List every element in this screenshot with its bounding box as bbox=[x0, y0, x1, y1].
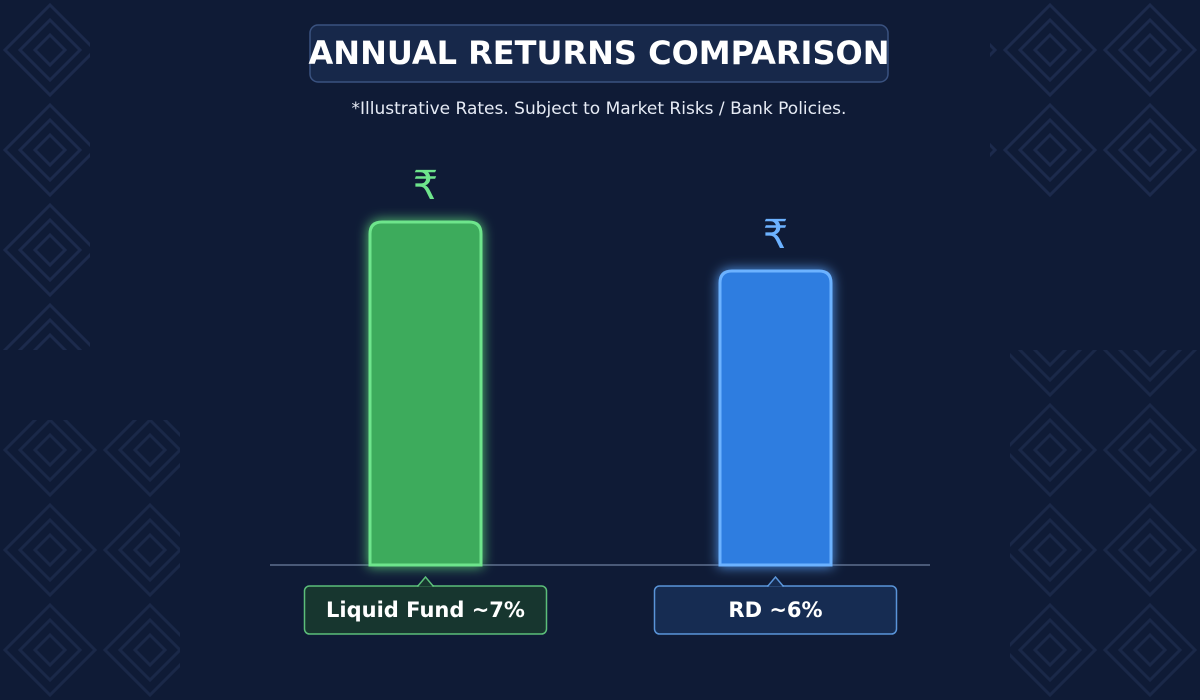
x-tick-label: Liquid Fund ~7% bbox=[326, 598, 525, 622]
decor bbox=[0, 0, 90, 350]
chart-title: ANNUAL RETURNS COMPARISON bbox=[309, 34, 890, 72]
bar-icon: ₹ bbox=[763, 212, 788, 258]
bar bbox=[368, 220, 483, 567]
bar bbox=[718, 269, 833, 567]
bar-icon: ₹ bbox=[413, 163, 438, 209]
decor bbox=[1010, 350, 1200, 700]
label-pointer bbox=[766, 575, 785, 587]
title-box bbox=[309, 24, 889, 83]
decor bbox=[0, 420, 180, 700]
decor bbox=[990, 0, 1200, 200]
chart-subtitle: *Illustrative Rates. Subject to Market R… bbox=[352, 99, 847, 119]
x-tick-label: RD ~6% bbox=[728, 598, 822, 622]
label-pointer bbox=[416, 575, 435, 587]
